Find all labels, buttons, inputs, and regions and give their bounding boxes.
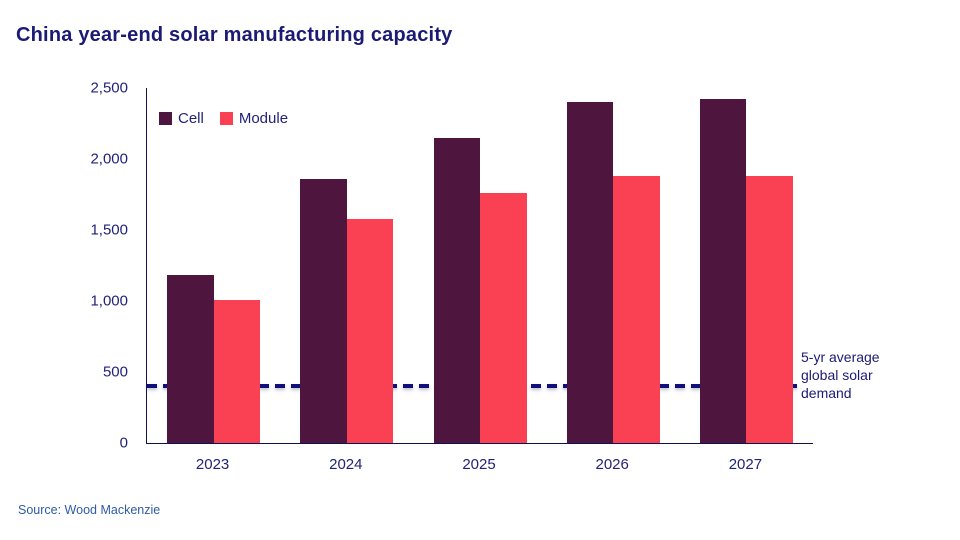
reference-line-label: 5-yr average global solar demand [801,349,880,402]
legend-item-module: Module [219,110,289,127]
x-tick-label: 2024 [329,456,363,473]
legend-swatch-icon [159,112,172,125]
y-tick-label: 1,500 [90,221,128,239]
plot-area: Cell Module [146,88,813,444]
legend-label: Cell [178,110,204,127]
y-tick-label: 500 [102,363,128,381]
bar-cell-2023 [167,275,214,443]
x-tick-label: 2027 [728,456,763,473]
legend-item-cell: Cell [159,110,204,127]
bar-cell-2024 [300,178,347,443]
legend-swatch-icon [219,112,233,125]
bar-module-2024 [346,218,394,443]
x-tick-label: 2025 [462,456,496,473]
page-title: China year-end solar manufacturing capac… [16,24,453,46]
bar-module-2027 [746,176,793,443]
x-tick-label: 2026 [595,456,629,473]
bar-cell-2025 [433,137,480,443]
source-note: Source: Wood Mackenzie [18,503,161,517]
bar-cell-2027 [699,99,747,443]
x-tick-label: 2023 [195,456,230,473]
bar-cell-2026 [566,102,614,443]
legend-label: Module [238,110,289,127]
y-tick-label: 1,000 [90,292,128,310]
bar-module-2025 [480,193,527,443]
y-tick-label: 2,000 [90,150,128,168]
y-tick-label: 0 [119,434,128,452]
bar-module-2023 [213,299,261,443]
bar-module-2026 [613,176,660,443]
y-tick-label: 2,500 [90,79,128,97]
legend: Cell Module [159,110,288,127]
